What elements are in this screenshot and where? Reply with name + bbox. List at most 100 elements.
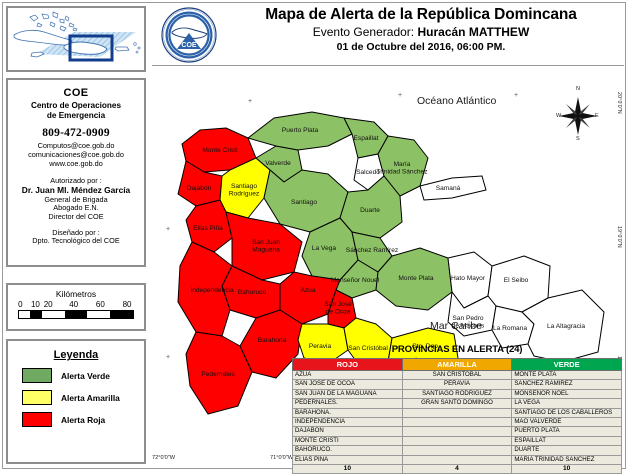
inset-locator-panel: [6, 6, 146, 72]
table-cell: MAO VALVERDE: [511, 417, 622, 428]
table-row: BAHORUCO. DUARTE: [292, 445, 622, 456]
province-label-bahoruco: Bahoruco: [238, 289, 267, 296]
table-body: AZUA SAN CRISTOBAL MONTE PLATA SAN JOSE DE …: [292, 369, 622, 474]
authorized-by-rank: General de Brigada: [44, 194, 108, 204]
province-label-puerto-plata: Puerto Plata: [282, 127, 319, 134]
province-label-espaillat: Espaillat: [354, 135, 379, 142]
table-cell: ELIAS PINA: [292, 454, 403, 466]
authorized-by-label: Autorizado por :: [50, 175, 102, 185]
province-samana[interactable]: [419, 175, 487, 201]
table-cell: PUERTO PLATA: [511, 426, 622, 437]
table-row: DAJABON PUERTO PLATA: [292, 426, 622, 437]
legend-label-verde: Alerta Verde: [61, 370, 110, 381]
table-row: INDEPENDENCIA MAO VALVERDE: [292, 417, 622, 428]
scale-tick-80: 80: [122, 300, 132, 309]
table-cell: DAJABON: [292, 426, 403, 437]
province-peravia[interactable]: [297, 323, 349, 365]
province-label-monsenor-nouel: Monseñor Nouel: [331, 277, 380, 284]
table-cell: BAHORUCO.: [292, 445, 403, 456]
coe-email-2[interactable]: comunicaciones@coe.gob.do: [28, 150, 124, 160]
coe-phone: 809-472-0909: [42, 127, 110, 140]
coe-info-panel: COE Centro de Operaciones de Emergencia …: [6, 78, 146, 267]
dominican-republic-choropleth[interactable]: Monte Cristi Dajabón Santiago Rodríguez Valv…: [152, 66, 624, 466]
province-label-sanchez-ramirez: Sánchez Ramírez: [346, 247, 398, 254]
scale-tick-labels: 0 10 20 40 60 80: [18, 300, 134, 310]
table-row: AZUA SAN CRISTOBAL MONTE PLATA: [292, 369, 622, 381]
table-cell: DUARTE: [511, 445, 622, 456]
lat-tick-20n: 20°0'0"N: [616, 92, 622, 114]
province-label-independencia: Independencia: [190, 287, 234, 294]
table-cell: [401, 417, 513, 428]
province-label-pedernales: Pedernales: [201, 371, 235, 378]
province-label-san-juan-maguana: San Juan Maguana: [252, 239, 280, 253]
table-header-rojo: ROJO: [292, 358, 403, 371]
lon-tick-72w: 72°0'0"W: [152, 455, 176, 461]
table-row: SAN JUAN DE LA MAGUANA SANTIAGO RODRIGUEZ…: [292, 388, 622, 400]
coe-email-1[interactable]: Computos@coe.gob.do: [37, 140, 115, 150]
province-pedernales[interactable]: [185, 331, 253, 415]
province-label-duarte: Duarte: [360, 207, 380, 214]
alert-provinces-table: ROJO AMARILLA VERDE AZUA SAN CRISTOBAL MON…: [292, 358, 622, 474]
table-cell: MONTE PLATA: [511, 369, 622, 381]
table-row: ELIAS PINA MARIA TRINIDAD SANCHEZ: [292, 454, 622, 466]
coe-website[interactable]: www.coe.gob.do: [49, 159, 103, 169]
province-label-salcedo: Salcedo: [356, 169, 380, 176]
province-label-peravia: Peravia: [309, 343, 332, 350]
map-canvas[interactable]: Monte Cristi Dajabón Santiago Rodríguez Valv…: [152, 66, 624, 466]
table-cell: [401, 407, 513, 419]
province-label-la-romana: La Romana: [493, 325, 527, 332]
table-cell: GRAN SANTO DOMINGO: [401, 398, 513, 409]
table-cell: SAN JUAN DE LA MAGUANA: [292, 388, 403, 400]
label-sea-caribbean: Mar Caribe: [430, 320, 482, 332]
legend-panel: Leyenda Alerta Verde Alerta Amarilla Ale…: [6, 339, 146, 464]
header-titles: Mapa de Alerta de la República Domincana…: [222, 6, 620, 53]
event-datetime: 01 de Octubre del 2016, 06:00 PM.: [336, 41, 506, 53]
legend-swatch-roja: [22, 412, 52, 427]
province-label-maria-trinidad-sanchez: María Trinidad Sánchez: [376, 161, 427, 175]
province-label-santo-domingo: Sto. Dgo.: [412, 343, 440, 350]
compass-west-label: W: [556, 113, 562, 119]
authorized-by-name: Dr. Juan Ml. Méndez García: [21, 185, 131, 196]
table-header-row: ROJO AMARILLA VERDE: [292, 358, 622, 371]
province-label-la-vega: La Vega: [312, 245, 337, 252]
scale-bar-graphic: [18, 310, 134, 319]
table-row: PEDERNALES. GRAN SANTO DOMINGO LA VEGA: [292, 398, 622, 409]
svg-text:COE: COE: [181, 42, 197, 49]
event-line: Evento Generador: Huracán MATTHEW: [222, 25, 620, 39]
table-cell: SANTIAGO RODRIGUEZ: [401, 388, 513, 400]
scale-tick-10: 10: [30, 300, 40, 309]
coe-subtitle-2: de Emergencia: [46, 111, 106, 121]
legend-title: Leyenda: [53, 349, 99, 361]
province-label-valverde: Valverde: [265, 160, 291, 167]
table-title: PROVINCIAS EN ALERTA (24): [391, 344, 523, 355]
scale-title: Kilómetros: [55, 289, 97, 299]
table-cell: MONTE CRISTI: [292, 435, 403, 447]
province-elias-pina[interactable]: [185, 199, 233, 253]
legend-label-roja: Alerta Roja: [61, 414, 106, 425]
table-cell: MARIA TRINIDAD SANCHEZ: [511, 454, 622, 466]
legend-label-amarilla: Alerta Amarilla: [61, 392, 120, 403]
province-label-la-altagracia: La Altagracia: [547, 323, 585, 330]
page-title: Mapa de Alerta de la República Domincana: [265, 6, 577, 23]
legend-item-verde: Alerta Verde: [22, 368, 144, 383]
table-cell: PEDERNALES.: [292, 398, 403, 409]
table-cell: SANCHEZ RAMIREZ: [511, 379, 622, 390]
province-label-dajabon: Dajabón: [187, 185, 212, 192]
lon-tick-71w: 71°0'0"W: [270, 455, 294, 461]
province-label-el-seibo: El Seibo: [504, 277, 529, 284]
province-label-san-cristobal: San Cristóbal: [348, 345, 388, 352]
coe-subtitle-1: Centro de Operaciones: [30, 100, 122, 110]
legend-swatch-amarilla: [22, 390, 52, 405]
province-monte-plata[interactable]: [375, 247, 453, 311]
legend-item-roja: Alerta Roja: [22, 412, 144, 427]
province-independencia[interactable]: [177, 241, 233, 337]
authorized-by-role: Director del COE: [48, 211, 104, 221]
province-label-azua: Azua: [300, 287, 315, 294]
table-cell: ESPAILLAT: [511, 435, 622, 447]
scale-tick-0: 0: [18, 300, 23, 309]
coe-title: COE: [63, 87, 89, 99]
province-label-santiago-rodriguez: Santiago Rodríguez: [229, 183, 259, 197]
province-label-samana: Samaná: [436, 185, 461, 192]
caribbean-locator-map: [13, 11, 141, 62]
